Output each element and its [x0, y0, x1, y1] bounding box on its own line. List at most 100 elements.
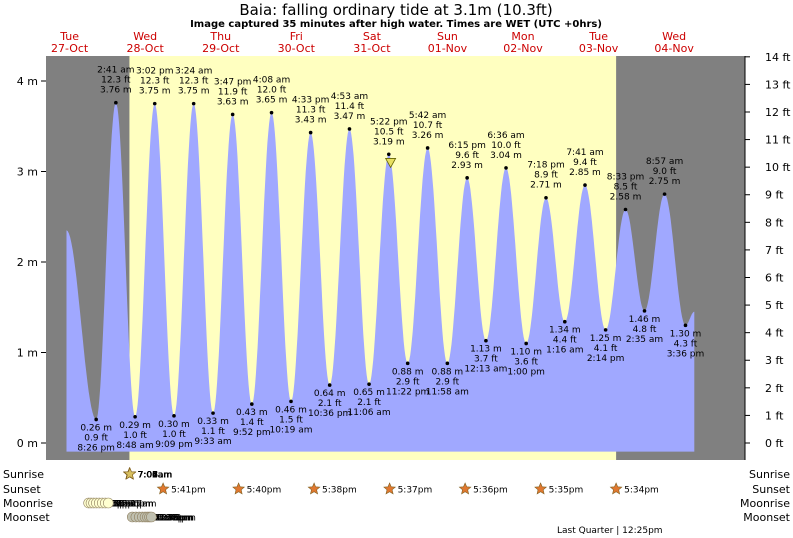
extreme-label: 10:36 pm — [308, 409, 351, 419]
sunset-time: 5:35pm — [549, 486, 584, 496]
extreme-point — [367, 382, 371, 386]
sunrise-time: 7:04am — [138, 471, 173, 481]
extreme-label: 11.9 ft — [218, 87, 248, 97]
extreme-label: 2:41 am — [97, 66, 134, 76]
extreme-label: 3.65 m — [256, 96, 288, 106]
day-name: Sat — [363, 30, 382, 43]
day-name: Mon — [511, 30, 534, 43]
extreme-label: 11:06 am — [348, 408, 391, 418]
moonset-time: 7:54am — [140, 514, 175, 524]
sunset-icon — [458, 482, 472, 495]
extreme-label: 10:19 am — [269, 425, 312, 435]
extreme-label: 8:26 pm — [77, 443, 115, 453]
extreme-point — [172, 414, 176, 418]
sunrise-time: 7:07am — [138, 471, 173, 481]
extreme-point — [347, 127, 352, 131]
extreme-label: 4:53 am — [331, 92, 368, 102]
sunrise-icon — [123, 467, 137, 480]
sunrise-time: 7:08am — [138, 471, 173, 481]
sunrise-time: 7:02am — [138, 471, 173, 481]
day-name: Fri — [290, 30, 303, 43]
sunset-time: 5:34pm — [624, 486, 659, 496]
extreme-label: 9:33 am — [194, 437, 231, 447]
extreme-label: 2.85 m — [569, 168, 601, 178]
extreme-point — [662, 192, 667, 196]
extreme-point — [250, 402, 254, 406]
left-tick-label: 1 m — [17, 347, 38, 360]
right-tick-label: 6 ft — [765, 271, 784, 284]
day-date: 28-Oct — [127, 42, 165, 55]
extreme-label: 3:02 pm — [136, 67, 174, 77]
sunrise-row-label-left: Sunrise — [3, 468, 44, 481]
right-tick-label: 5 ft — [765, 299, 784, 312]
extreme-label: 4.1 ft — [594, 344, 618, 354]
chart-title: Baia: falling ordinary tide at 3.1m (10.… — [239, 1, 552, 19]
extreme-label: 0.26 m — [80, 423, 112, 433]
sunset-time: 5:36pm — [473, 486, 508, 496]
extreme-point — [386, 152, 391, 157]
extreme-label: 2.9 ft — [435, 377, 459, 387]
extreme-point — [191, 101, 196, 106]
right-tick-label: 11 ft — [765, 134, 791, 147]
right-tick-label: 0 ft — [765, 437, 784, 450]
extreme-point — [289, 399, 293, 404]
extreme-label: 3.75 m — [178, 87, 210, 97]
sunset-icon — [534, 482, 548, 495]
extreme-point — [211, 411, 215, 415]
moonrise-time: 8:30pm — [104, 500, 139, 510]
extreme-label: 2.9 ft — [396, 377, 420, 387]
extreme-label: 4:08 am — [253, 76, 290, 86]
left-tick-label: 4 m — [17, 75, 38, 88]
extreme-label: 9.6 ft — [455, 151, 479, 161]
extreme-label: 3.6 ft — [514, 357, 538, 367]
day-name: Wed — [662, 30, 686, 43]
right-tick-label: 4 ft — [765, 327, 784, 340]
extreme-point — [683, 323, 688, 328]
right-tick-label: 9 ft — [765, 189, 784, 202]
moonrise-time: 11:20pm — [113, 500, 153, 510]
extreme-point — [308, 130, 313, 135]
extreme-label: 9:09 pm — [155, 440, 193, 450]
moonset-icon — [146, 511, 157, 523]
right-tick-label: 1 ft — [765, 409, 784, 422]
extreme-label: 2:35 am — [626, 335, 663, 345]
moonset-time: 10:07am — [147, 514, 187, 524]
day-date: 03-Nov — [579, 42, 619, 55]
extreme-label: 3.47 m — [334, 112, 366, 122]
extreme-label: 0.65 m — [353, 388, 385, 398]
extreme-label: 0.29 m — [119, 421, 151, 431]
sunset-time: 5:38pm — [322, 486, 357, 496]
extreme-point — [94, 417, 98, 422]
extreme-label: 1.25 m — [590, 334, 622, 344]
sunset-time: 5:40pm — [247, 486, 282, 496]
extreme-label: 3.7 ft — [474, 355, 498, 365]
extreme-label: 2.58 m — [610, 193, 642, 203]
right-tick-label: 12 ft — [765, 106, 791, 119]
extreme-label: 3.76 m — [100, 86, 132, 96]
extreme-label: 1.5 ft — [279, 415, 303, 425]
day-date: 04-Nov — [654, 42, 694, 55]
extreme-label: 1.10 m — [510, 347, 542, 357]
day-labels: Tue27-OctWed28-OctThu29-OctFri30-OctSat3… — [51, 30, 694, 55]
extreme-label: 2.1 ft — [318, 399, 342, 409]
extreme-label: 6:15 pm — [448, 141, 486, 151]
day-name: Tue — [59, 30, 79, 43]
right-axis-feet: 0 ft 1 ft 2 ft 3 ft 4 ft 5 ft 6 ft 7 ft 8 ft 9 ft… — [744, 51, 791, 460]
moonset-time: 12:43pm — [155, 514, 195, 524]
extreme-label: 3:47 pm — [214, 77, 252, 87]
extreme-point — [445, 361, 450, 366]
extreme-label: 10.7 ft — [413, 121, 443, 131]
extreme-point — [544, 195, 548, 200]
extreme-label: 3.63 m — [217, 97, 249, 107]
left-tick-label: 2 m — [17, 256, 38, 269]
left-tick-label: 0 m — [17, 437, 38, 450]
extreme-point — [484, 338, 488, 343]
extreme-point — [327, 383, 332, 387]
chart-subtitle: Image captured 35 minutes after high wat… — [190, 19, 602, 30]
extreme-label: 1:00 pm — [507, 367, 545, 377]
sunrise-row-label-right: Sunrise — [749, 468, 790, 481]
right-tick-label: 13 ft — [765, 78, 791, 91]
sunset-icon — [307, 482, 321, 495]
extreme-label: 5:42 am — [409, 111, 446, 121]
